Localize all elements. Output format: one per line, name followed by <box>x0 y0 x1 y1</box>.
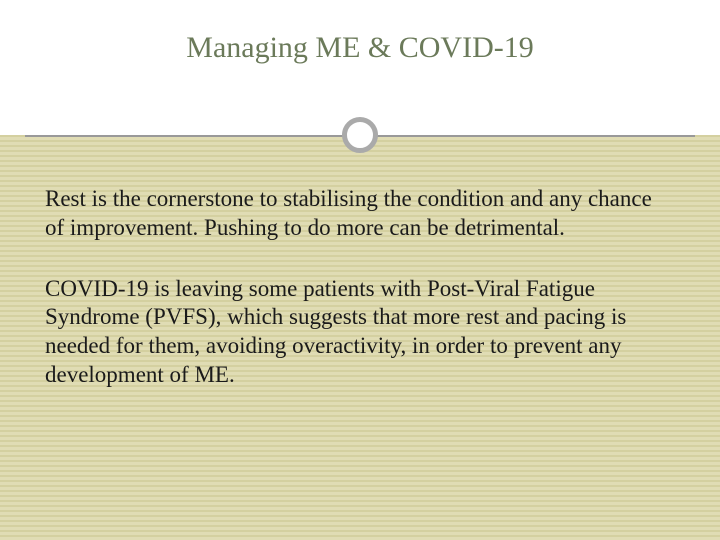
slide-container: Managing ME & COVID-19 Rest is the corne… <box>0 0 720 540</box>
divider-circle-icon <box>342 117 378 153</box>
paragraph-1: Rest is the cornerstone to stabilising t… <box>45 185 675 243</box>
slide-title: Managing ME & COVID-19 <box>186 31 533 65</box>
paragraph-2: COVID-19 is leaving some patients with P… <box>45 275 675 390</box>
title-area: Managing ME & COVID-19 <box>0 0 720 115</box>
divider-decoration <box>0 115 720 155</box>
content-area: Rest is the cornerstone to stabilising t… <box>0 135 720 540</box>
